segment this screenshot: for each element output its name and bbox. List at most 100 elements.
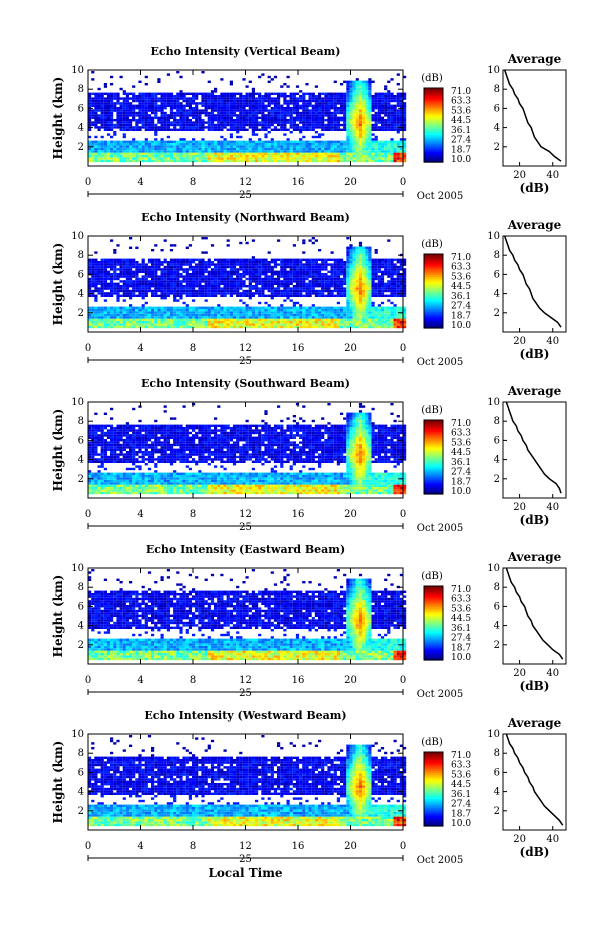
heatmap-cell [176,159,180,163]
heatmap-cell [403,123,407,127]
heatmap-cell [333,111,337,115]
heatmap-cell [122,114,126,117]
heatmap-cell [289,109,293,112]
heatmap-cell [166,309,170,312]
heatmap-cell [277,321,281,324]
heatmap-cell [245,92,249,95]
heatmap-cell [273,111,278,115]
heatmap-cell [245,241,249,245]
heatmap-cell [176,123,180,127]
heatmap-cell [166,119,170,122]
heatmap-cell [229,123,233,127]
heatmap-cell [308,265,312,269]
heatmap-cell [384,119,388,122]
heatmap-cell [166,135,170,139]
heatmap-cell [160,280,164,283]
heatmap-cell [157,121,161,124]
heatmap-cell [352,152,356,155]
heatmap-cell [135,107,139,110]
heatmap-cell [292,323,296,326]
heatmap-cell [129,102,133,105]
heatmap-cell [223,152,227,155]
heatmap-cell [154,131,158,134]
heatmap-cell [324,114,328,117]
heatmap-cell [399,97,403,100]
heatmap-cell [255,121,259,124]
heatmap-cell [248,107,252,110]
heatmap-cell [242,123,246,127]
heatmap-cell [110,75,114,79]
heatmap-cell [236,292,240,295]
heatmap-cell [214,116,218,119]
heatmap-cell [138,318,142,321]
heatmap-cell [163,273,167,276]
heatmap-cell [135,114,139,117]
heatmap-cell [295,109,300,112]
x-tick-label: 16 [292,177,305,188]
heatmap-cell [210,147,215,151]
heatmap-cell [346,109,350,112]
heatmap-cell [352,111,356,115]
heatmap-cell [248,323,252,326]
heatmap-cell [358,304,363,307]
heatmap-cell [286,102,290,105]
heatmap-cell [283,150,287,153]
heatmap-cell [352,287,356,290]
heatmap-cell [195,128,199,131]
heatmap-cell [125,99,129,103]
heatmap-cell [270,159,274,163]
heatmap-cell [220,294,224,297]
heatmap-cell [91,147,95,151]
heatmap-cell [176,316,180,319]
heatmap-cell [352,289,356,293]
heatmap-cell [305,294,309,297]
heatmap-cell [374,323,378,326]
heatmap-cell [352,263,356,266]
heatmap-cell [305,287,309,290]
heatmap-cell [214,95,218,98]
heatmap-cell [116,297,120,300]
heatmap-cell [302,145,306,148]
heatmap-cell [182,143,186,146]
heatmap-cell [346,104,350,107]
heatmap-cell [349,306,353,309]
heatmap-cell [277,150,281,153]
heatmap-cell [173,282,177,285]
heatmap-cell [163,292,167,295]
heatmap-cell [188,285,192,288]
heatmap-cell [295,150,300,153]
heatmap-cell [188,109,192,112]
heatmap-cell [138,268,142,271]
heatmap-cell [201,323,205,326]
heatmap-cell [185,147,189,151]
heatmap-cell [264,282,268,285]
heatmap-cell [103,152,107,155]
heatmap-cell [362,147,366,151]
heatmap-cell [251,318,255,321]
heatmap-cell [138,316,142,319]
heatmap-cell [352,261,356,264]
heatmap-cell [144,287,148,290]
heatmap-cell [223,282,227,285]
heatmap-cell [169,157,174,160]
heatmap-cell [280,292,284,295]
heatmap-cell [97,104,101,107]
heatmap-cell [295,323,300,326]
heatmap-cell [343,80,347,83]
heatmap-cell [368,92,372,95]
heatmap-cell [399,114,403,117]
heatmap-cell [154,97,158,100]
heatmap-cell [210,263,215,266]
heatmap-cell [390,155,394,158]
heatmap-cell [100,102,104,105]
heatmap-cell [94,251,98,254]
heatmap-cell [179,128,183,131]
heatmap-cell [368,116,372,119]
heatmap-cell [267,114,271,117]
heatmap-cell [302,275,306,278]
heatmap-cell [261,159,265,163]
heatmap-cell [311,304,315,307]
heatmap-cell [223,147,227,151]
heatmap-cell [195,155,199,158]
